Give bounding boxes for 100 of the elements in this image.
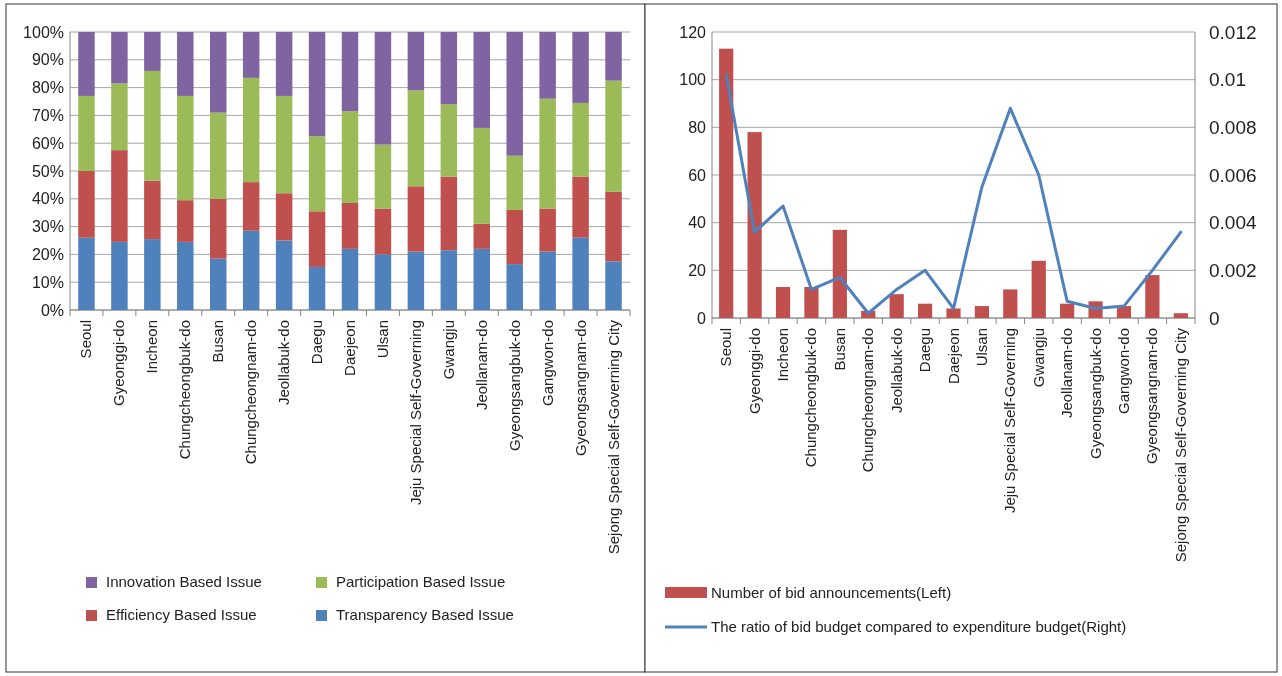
bar bbox=[144, 70, 161, 181]
x-tick-label: Seoul bbox=[77, 320, 95, 359]
bar bbox=[374, 144, 392, 209]
bar bbox=[473, 223, 490, 249]
x-tick-label: Gyeongsangbuk-do bbox=[505, 320, 523, 451]
bar bbox=[747, 132, 762, 318]
bar bbox=[177, 95, 194, 201]
bar bbox=[78, 171, 95, 238]
x-tick-label: Sejong Special Self-Governing City bbox=[1171, 327, 1189, 563]
x-tick-label: Incheon bbox=[774, 328, 792, 382]
x-tick-label: Gangwon-do bbox=[538, 320, 556, 406]
legend-label: Efficiency Based Issue bbox=[106, 606, 257, 623]
bar bbox=[946, 308, 961, 318]
x-tick-label: Sejong Special Self-Governing City bbox=[604, 319, 622, 555]
bar bbox=[242, 77, 260, 183]
y-tick-label: 90% bbox=[31, 51, 64, 69]
x-tick-label: Ulsan bbox=[373, 320, 391, 359]
y-tick-label: 50% bbox=[31, 162, 64, 180]
bar bbox=[1145, 275, 1160, 318]
y-tick-label: 10% bbox=[31, 273, 64, 291]
bar bbox=[177, 241, 194, 310]
bar bbox=[275, 32, 293, 96]
y2-tick-label: 0.002 bbox=[1209, 259, 1257, 281]
x-tick-label: Chungcheongbuk-do bbox=[802, 328, 820, 468]
bar bbox=[341, 32, 359, 112]
bar bbox=[506, 209, 523, 265]
bar bbox=[144, 239, 161, 310]
bar bbox=[308, 211, 326, 267]
bar bbox=[341, 202, 359, 249]
x-tick-label: Daejeon bbox=[944, 328, 962, 384]
bar bbox=[275, 193, 293, 241]
x-tick-label: Chungcheongnam-do bbox=[242, 320, 260, 465]
bar bbox=[974, 306, 990, 318]
bar bbox=[539, 32, 556, 99]
x-tick-label: Gangwon-do bbox=[1114, 328, 1132, 414]
x-tick-label: Daegu bbox=[308, 320, 326, 365]
bar bbox=[308, 136, 326, 212]
bar bbox=[407, 90, 425, 187]
bar bbox=[144, 32, 161, 71]
y2-tick-label: 0.006 bbox=[1209, 164, 1257, 186]
bar bbox=[374, 208, 392, 255]
bar bbox=[374, 254, 392, 310]
x-tick-label: Busan bbox=[830, 328, 848, 371]
bar bbox=[473, 32, 490, 128]
y-tick-label: 30% bbox=[31, 218, 64, 236]
bar bbox=[917, 303, 933, 318]
legend-label: The ratio of bid budget compared to expenditure budget(Right) bbox=[711, 618, 1127, 635]
bar bbox=[506, 155, 523, 210]
x-tick-label: Gyeongsangnam-do bbox=[1143, 328, 1161, 464]
bar bbox=[775, 287, 791, 318]
bar bbox=[506, 32, 523, 156]
x-tick-label: Jeollabuk-do bbox=[275, 320, 293, 406]
bar bbox=[210, 112, 227, 199]
x-tick-label: Jeollanam-do bbox=[472, 320, 490, 411]
line-series bbox=[724, 73, 1183, 315]
bar bbox=[1031, 260, 1046, 318]
bar bbox=[832, 229, 847, 318]
y-tick-label: 80% bbox=[31, 79, 64, 97]
x-tick-label: Gyeonggi-do bbox=[745, 328, 763, 414]
bar bbox=[605, 261, 622, 310]
bar bbox=[889, 294, 904, 318]
x-tick-label: Gyeongsangnam-do bbox=[571, 320, 589, 456]
x-tick-label: Jeju Special Self-Governing bbox=[1001, 328, 1019, 514]
bar bbox=[111, 150, 128, 242]
y-tick-label: 40 bbox=[688, 214, 707, 232]
bar bbox=[407, 186, 425, 252]
y-tick-label: 100% bbox=[23, 23, 64, 41]
bar bbox=[111, 32, 128, 84]
bar bbox=[78, 237, 95, 310]
legend-label: Transparency Based Issue bbox=[336, 606, 514, 623]
bar bbox=[605, 80, 622, 192]
bar bbox=[111, 241, 128, 310]
bar bbox=[242, 182, 260, 231]
bar bbox=[210, 198, 227, 259]
x-tick-label: Gwangju bbox=[439, 320, 457, 380]
bar bbox=[275, 240, 293, 310]
x-tick-label: Jeollanam-do bbox=[1058, 328, 1076, 419]
x-tick-label: Gyeonggi-do bbox=[110, 320, 128, 406]
bar bbox=[177, 32, 194, 96]
bar bbox=[440, 250, 458, 310]
x-tick-label: Daegu bbox=[916, 328, 934, 373]
bar bbox=[539, 251, 556, 310]
x-tick-label: Incheon bbox=[143, 320, 161, 374]
bar bbox=[242, 32, 260, 78]
bar bbox=[341, 111, 359, 203]
bar bbox=[275, 95, 293, 194]
bar bbox=[572, 32, 589, 103]
bar bbox=[539, 208, 556, 252]
bar bbox=[111, 83, 128, 151]
y2-tick-label: 0.004 bbox=[1209, 212, 1257, 234]
y-tick-label: 40% bbox=[31, 190, 64, 208]
bar bbox=[1173, 313, 1188, 318]
y-tick-label: 100 bbox=[679, 71, 707, 89]
x-tick-label: Seoul bbox=[717, 328, 735, 367]
bar bbox=[407, 251, 425, 310]
y-tick-label: 120 bbox=[679, 23, 707, 41]
bar bbox=[473, 127, 490, 224]
bar bbox=[473, 248, 490, 310]
x-tick-label: Chungcheongbuk-do bbox=[176, 320, 194, 460]
legend-label: Number of bid announcements(Left) bbox=[711, 584, 952, 601]
